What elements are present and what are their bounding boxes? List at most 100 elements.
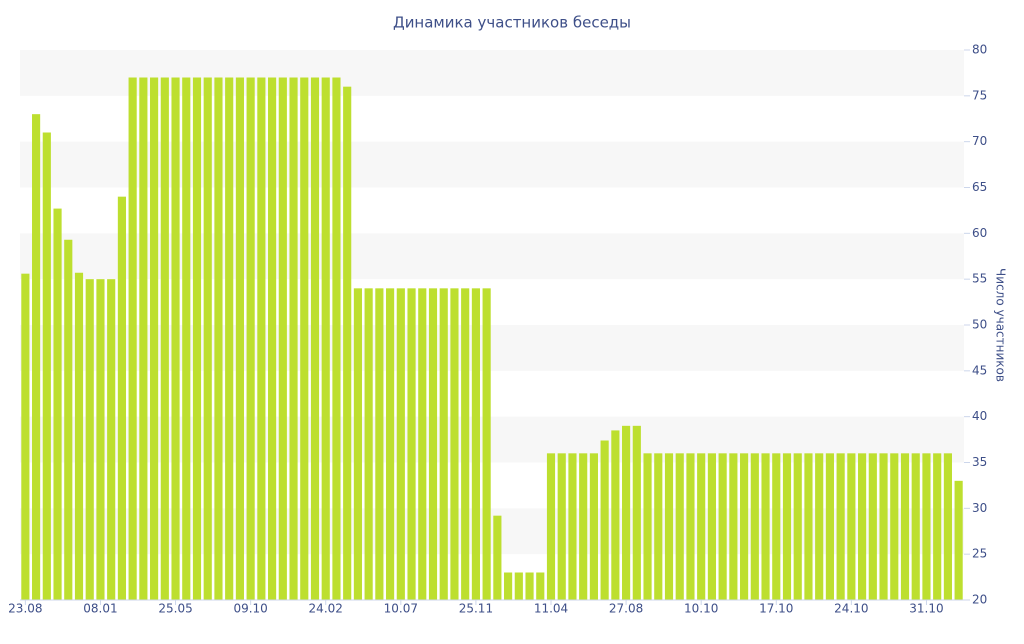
bar	[268, 77, 277, 600]
bar	[139, 77, 148, 600]
bar	[74, 272, 84, 600]
bar	[782, 453, 792, 600]
bar	[343, 86, 352, 600]
x-tick-label: 24.02	[309, 602, 343, 616]
bar	[182, 77, 191, 600]
y-tick-label: 45	[972, 363, 987, 377]
bar	[879, 453, 888, 600]
bar	[793, 453, 802, 600]
bar	[697, 453, 706, 600]
bar	[128, 77, 137, 600]
x-tick-label: 10.10	[684, 602, 718, 616]
bar	[300, 77, 309, 600]
bar	[64, 239, 73, 600]
bar	[160, 77, 169, 600]
bar	[278, 77, 287, 600]
bar	[418, 288, 427, 600]
bar	[654, 453, 663, 600]
bar	[868, 453, 877, 600]
bar	[332, 77, 341, 600]
bar	[557, 453, 566, 600]
bar	[546, 453, 556, 600]
bar	[836, 453, 845, 600]
bar	[632, 425, 641, 600]
x-tick-label: 17.10	[759, 602, 793, 616]
bar	[96, 279, 105, 600]
y-axis-label: Число участников	[994, 268, 1008, 382]
bar	[504, 572, 513, 600]
bar	[890, 453, 899, 600]
y-tick-label: 65	[972, 180, 987, 194]
bar	[21, 273, 30, 600]
bar	[171, 77, 180, 600]
bar	[933, 453, 942, 600]
y-tick-label: 60	[972, 226, 987, 240]
bar	[53, 208, 62, 601]
bar	[718, 453, 727, 600]
x-tick-label: 08.01	[83, 602, 117, 616]
bar	[493, 515, 502, 600]
bar	[42, 132, 51, 600]
bar	[407, 288, 416, 600]
x-tick-label: 25.05	[158, 602, 192, 616]
bar	[804, 453, 813, 600]
bar	[943, 453, 952, 600]
bar	[257, 77, 266, 600]
y-tick-label: 20	[972, 593, 987, 607]
bar	[750, 453, 759, 600]
bar	[192, 77, 202, 600]
x-tick-label: 31.10	[909, 602, 943, 616]
x-tick-label: 11.04	[534, 602, 568, 616]
bar	[525, 572, 534, 600]
bar	[386, 288, 395, 600]
bar	[600, 440, 609, 600]
bar	[107, 279, 116, 600]
bar	[740, 453, 749, 600]
bar	[675, 453, 684, 600]
x-tick-label: 25.11	[459, 602, 493, 616]
bar	[310, 77, 320, 600]
bar	[729, 453, 738, 600]
bar	[214, 77, 223, 600]
y-tick-label: 35	[972, 455, 987, 469]
bar	[225, 77, 234, 600]
y-tick-label: 80	[972, 43, 987, 57]
bar	[536, 572, 545, 600]
bar	[439, 288, 448, 600]
bar	[922, 453, 931, 600]
bar	[450, 288, 459, 600]
y-tick-label: 75	[972, 88, 987, 102]
bar	[825, 453, 834, 600]
bar	[482, 288, 491, 600]
bar	[900, 453, 910, 600]
y-tick-label: 30	[972, 501, 987, 515]
bar	[911, 453, 920, 600]
bar	[664, 453, 674, 600]
bar	[461, 288, 470, 600]
bar	[954, 480, 963, 600]
bar	[514, 572, 523, 600]
bar	[858, 453, 867, 600]
bar	[568, 453, 577, 600]
bar	[353, 288, 362, 600]
bar	[686, 453, 695, 600]
bar	[815, 453, 824, 600]
x-tick-label: 23.08	[8, 602, 42, 616]
x-tick-label: 09.10	[233, 602, 267, 616]
bar	[428, 288, 438, 600]
y-tick-label: 55	[972, 272, 987, 286]
y-tick-label: 50	[972, 318, 987, 332]
bar	[321, 77, 330, 600]
chart-title: Динамика участников беседы	[393, 14, 631, 32]
bar	[203, 77, 212, 600]
bar	[150, 77, 159, 600]
bar	[396, 288, 405, 600]
x-tick-label: 27.08	[609, 602, 643, 616]
y-tick-label: 25	[972, 547, 987, 561]
bar	[643, 453, 652, 600]
bar	[707, 453, 716, 600]
bar	[579, 453, 588, 600]
y-tick-label: 40	[972, 409, 987, 423]
bar	[246, 77, 255, 600]
